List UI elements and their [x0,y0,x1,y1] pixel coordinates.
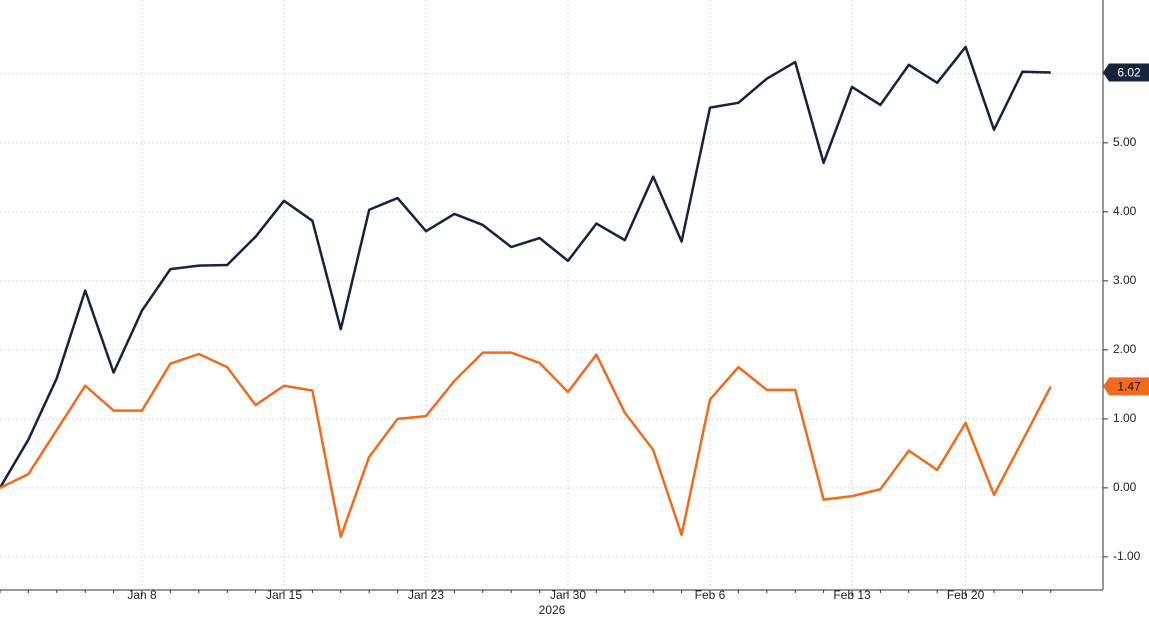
y-tick-label: 1.00 [1113,411,1137,425]
x-year-label: 2026 [539,603,566,617]
line-series [0,45,1051,489]
line-series [0,351,1052,539]
last-value-label: 1.47 [1117,380,1141,394]
x-tick-label: Jan 30 [550,588,586,602]
y-tick-label: 4.00 [1113,204,1137,218]
last-value-tag [1103,63,1149,82]
last-value-tag [1103,377,1149,396]
x-tick-label: Feb 20 [947,588,985,602]
y-tick-label: 5.00 [1113,135,1137,149]
y-tick-label: 2.00 [1113,342,1137,356]
x-tick-label: Jan 8 [127,588,157,602]
y-tick-label: 3.00 [1113,273,1137,287]
x-tick-label: Feb 13 [833,588,871,602]
y-tick-label: -1.00 [1113,549,1141,563]
x-tick-label: Feb 6 [695,588,726,602]
y-tick-label: 0.00 [1113,480,1137,494]
x-tick-label: Jan 23 [408,588,444,602]
last-value-label: 6.02 [1117,66,1141,80]
x-tick-label: Jan 15 [266,588,302,602]
